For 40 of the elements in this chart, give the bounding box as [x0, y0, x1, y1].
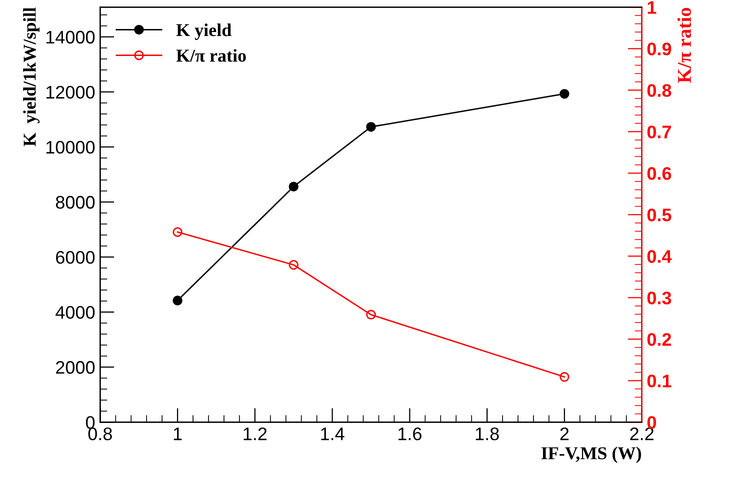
- y-tick-label: 0: [86, 416, 95, 429]
- y2-tick-label: 0.3: [647, 292, 672, 304]
- point: [560, 372, 570, 382]
- x-tick-label: 1.6: [398, 427, 422, 440]
- y2-tick-label: 0.7: [647, 126, 671, 138]
- point: [366, 310, 376, 320]
- y-axis-title: K yield/1kW/spill: [23, 7, 40, 146]
- y2-tick-label: 0.8: [647, 84, 672, 97]
- point: [172, 296, 182, 306]
- point: [560, 88, 570, 99]
- y2-tick-label: 0.6: [647, 167, 672, 180]
- y-tick-label: 4000: [56, 306, 95, 319]
- x-tick-label: 1.2: [244, 427, 267, 440]
- y-tick-label: 14000: [46, 30, 95, 44]
- y2-axis-title: K/π ratio: [677, 8, 692, 83]
- x-tick-label: 1.4: [321, 428, 344, 440]
- x-tick-label: 2.2: [630, 427, 654, 440]
- x-axis-title: IF-V,MS (W): [541, 446, 642, 463]
- y2-tick-label: 0.4: [647, 250, 672, 263]
- x-tick-label: 1: [174, 428, 182, 440]
- y-tick-label: 8000: [56, 196, 95, 209]
- x-tick-label: 0.8: [88, 427, 112, 440]
- x-tick-label: 1.8: [476, 427, 499, 440]
- point: [288, 182, 298, 192]
- y-tick-label: 12000: [46, 86, 95, 99]
- y2-tick-label: 0: [647, 416, 656, 429]
- point: [288, 260, 298, 270]
- point: [172, 227, 182, 237]
- y-tick-label: 6000: [56, 250, 95, 264]
- y-tick-label: 10000: [46, 140, 95, 154]
- x-tick-label: 2: [560, 427, 569, 440]
- y2-tick-label: 0.1: [647, 374, 672, 388]
- legend-label: K/π ratio: [176, 49, 246, 62]
- y2-tick-label: 0.2: [647, 333, 672, 346]
- y2-tick-label: 0.9: [647, 42, 672, 56]
- point: [366, 122, 376, 132]
- y-tick-label: 2000: [56, 361, 95, 374]
- y2-tick-label: 1: [648, 1, 656, 14]
- y2-tick-label: 0.5: [647, 208, 672, 222]
- legend-label: K yield: [176, 24, 232, 40]
